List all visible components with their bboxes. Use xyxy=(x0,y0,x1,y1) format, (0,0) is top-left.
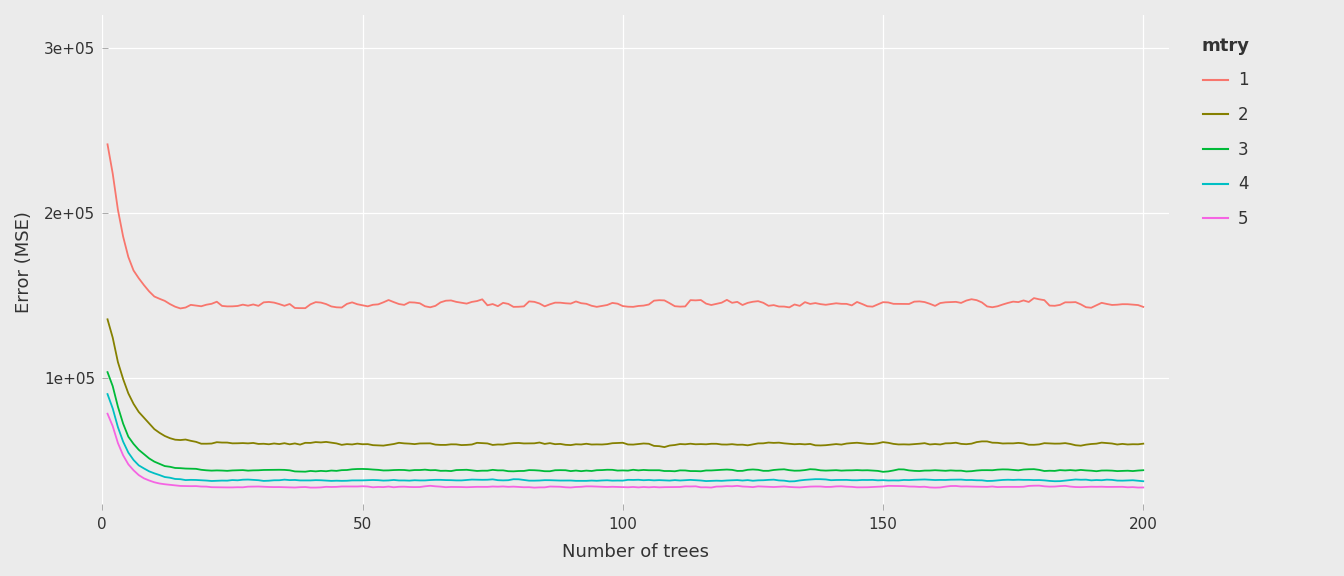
3 xyxy=(1136,467,1152,473)
5 xyxy=(1052,483,1068,490)
5 xyxy=(927,484,943,491)
1 xyxy=(1089,302,1105,309)
1 xyxy=(172,305,188,312)
2 xyxy=(1052,440,1068,447)
3 xyxy=(161,463,177,470)
4 xyxy=(781,478,797,485)
4 xyxy=(1052,478,1068,484)
5 xyxy=(99,410,116,417)
3 xyxy=(375,467,391,474)
Y-axis label: Error (MSE): Error (MSE) xyxy=(15,211,34,313)
3 xyxy=(1052,467,1068,473)
1 xyxy=(99,141,116,148)
4 xyxy=(161,474,177,481)
5 xyxy=(1136,484,1152,491)
3 xyxy=(141,455,157,462)
1 xyxy=(297,305,313,312)
1 xyxy=(380,297,396,304)
3 xyxy=(292,468,308,475)
Line: 2: 2 xyxy=(108,319,1144,447)
2 xyxy=(161,435,177,442)
5 xyxy=(375,484,391,491)
2 xyxy=(292,441,308,448)
Line: 3: 3 xyxy=(108,372,1144,472)
3 xyxy=(1089,468,1105,475)
2 xyxy=(99,316,116,323)
Line: 4: 4 xyxy=(108,394,1144,482)
Line: 5: 5 xyxy=(108,414,1144,488)
1 xyxy=(141,288,157,295)
4 xyxy=(141,468,157,475)
Line: 1: 1 xyxy=(108,145,1144,308)
3 xyxy=(875,468,891,475)
5 xyxy=(161,482,177,488)
4 xyxy=(375,477,391,484)
5 xyxy=(141,477,157,484)
4 xyxy=(99,391,116,397)
1 xyxy=(1052,301,1068,308)
2 xyxy=(656,444,672,450)
5 xyxy=(292,484,308,491)
2 xyxy=(375,442,391,449)
1 xyxy=(1136,304,1152,310)
2 xyxy=(1136,440,1152,447)
4 xyxy=(1089,476,1105,483)
Legend: 1, 2, 3, 4, 5: 1, 2, 3, 4, 5 xyxy=(1188,24,1263,241)
X-axis label: Number of trees: Number of trees xyxy=(562,543,710,561)
2 xyxy=(141,420,157,427)
4 xyxy=(1136,478,1152,484)
3 xyxy=(99,369,116,376)
1 xyxy=(161,301,177,308)
5 xyxy=(1089,483,1105,490)
2 xyxy=(1089,440,1105,447)
4 xyxy=(292,477,308,484)
